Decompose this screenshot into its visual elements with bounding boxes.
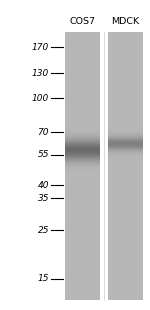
Text: 100: 100 (32, 94, 49, 103)
Text: 55: 55 (38, 150, 49, 159)
Text: 130: 130 (32, 69, 49, 78)
Text: 170: 170 (32, 43, 49, 52)
Text: 35: 35 (38, 193, 49, 202)
Text: 40: 40 (38, 181, 49, 190)
Text: MDCK: MDCK (111, 17, 140, 26)
Text: COS7: COS7 (69, 17, 96, 26)
Text: 15: 15 (38, 274, 49, 283)
Text: 25: 25 (38, 226, 49, 235)
Text: 70: 70 (38, 127, 49, 136)
